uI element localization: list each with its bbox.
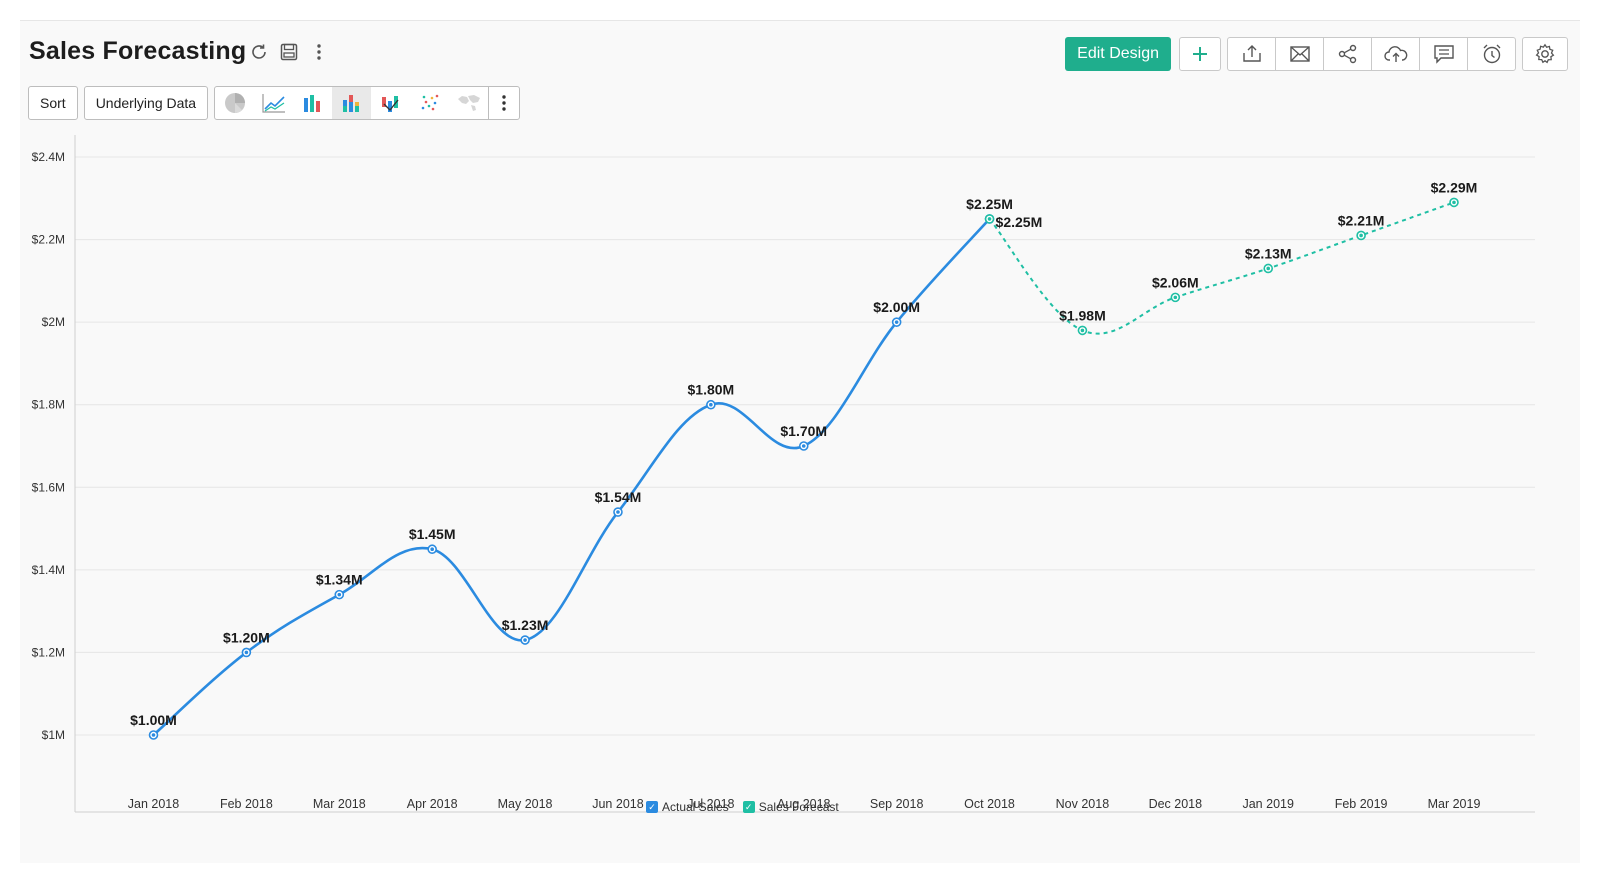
- chart-legend: ✓ Actual Sales ✓ Sales Forecast: [646, 800, 839, 814]
- data-label: $1.98M: [1059, 307, 1106, 323]
- x-tick-label: Feb 2018: [220, 797, 273, 811]
- data-label: $2.06M: [1152, 274, 1199, 290]
- data-label: $2.25M: [996, 214, 1043, 230]
- y-tick-label: $1.4M: [32, 563, 65, 577]
- y-tick-label: $2.2M: [32, 233, 65, 247]
- data-point-core: [1266, 267, 1270, 271]
- data-point-core: [152, 733, 156, 737]
- data-label: $2.21M: [1338, 212, 1385, 228]
- data-label: $1.80M: [688, 382, 735, 398]
- y-tick-label: $2M: [42, 315, 65, 329]
- data-label: $2.25M: [966, 196, 1013, 212]
- data-label: $2.29M: [1431, 179, 1478, 195]
- x-tick-label: Dec 2018: [1149, 797, 1203, 811]
- data-point-core: [709, 403, 713, 407]
- legend-checkbox-actual[interactable]: ✓: [646, 801, 658, 813]
- legend-label-forecast: Sales Forecast: [759, 800, 839, 814]
- legend-label-actual: Actual Sales: [662, 800, 729, 814]
- x-tick-label: Oct 2018: [964, 797, 1015, 811]
- x-tick-label: Nov 2018: [1056, 797, 1110, 811]
- y-tick-label: $1.6M: [32, 480, 65, 494]
- y-tick-label: $1.2M: [32, 645, 65, 659]
- data-label: $2.00M: [873, 299, 920, 315]
- data-point-core: [802, 444, 806, 448]
- x-tick-label: May 2018: [498, 797, 553, 811]
- data-label: $1.20M: [223, 629, 270, 645]
- x-tick-label: Apr 2018: [407, 797, 458, 811]
- data-point-core: [616, 510, 620, 514]
- data-label: $1.45M: [409, 526, 456, 542]
- x-tick-label: Jun 2018: [592, 797, 643, 811]
- x-tick-label: Mar 2019: [1428, 797, 1481, 811]
- data-label: $1.00M: [130, 712, 177, 728]
- data-label: $1.54M: [595, 489, 642, 505]
- data-point-core: [1359, 234, 1363, 238]
- y-tick-label: $1M: [42, 728, 65, 742]
- data-label: $1.34M: [316, 572, 363, 588]
- data-point-core: [1081, 329, 1085, 333]
- data-label: $1.70M: [780, 423, 827, 439]
- data-point-core: [430, 547, 434, 551]
- y-tick-label: $2.4M: [32, 150, 65, 164]
- data-point-core: [895, 320, 899, 324]
- legend-item-forecast[interactable]: ✓ Sales Forecast: [743, 800, 839, 814]
- data-point-core: [1452, 201, 1456, 205]
- legend-checkbox-forecast[interactable]: ✓: [743, 801, 755, 813]
- y-tick-label: $1.8M: [32, 398, 65, 412]
- x-tick-label: Jan 2018: [128, 797, 179, 811]
- x-tick-label: Mar 2018: [313, 797, 366, 811]
- legend-item-actual[interactable]: ✓ Actual Sales: [646, 800, 729, 814]
- data-point-core: [245, 651, 249, 655]
- data-label: $1.23M: [502, 617, 549, 633]
- x-tick-label: Jan 2019: [1242, 797, 1293, 811]
- data-label: $2.13M: [1245, 245, 1292, 261]
- x-tick-label: Feb 2019: [1335, 797, 1388, 811]
- data-point-core: [1174, 296, 1178, 300]
- data-point-core: [337, 593, 341, 597]
- data-point-core: [988, 217, 992, 221]
- data-point-core: [523, 638, 527, 642]
- x-tick-label: Sep 2018: [870, 797, 924, 811]
- series-line-actual: [154, 219, 990, 735]
